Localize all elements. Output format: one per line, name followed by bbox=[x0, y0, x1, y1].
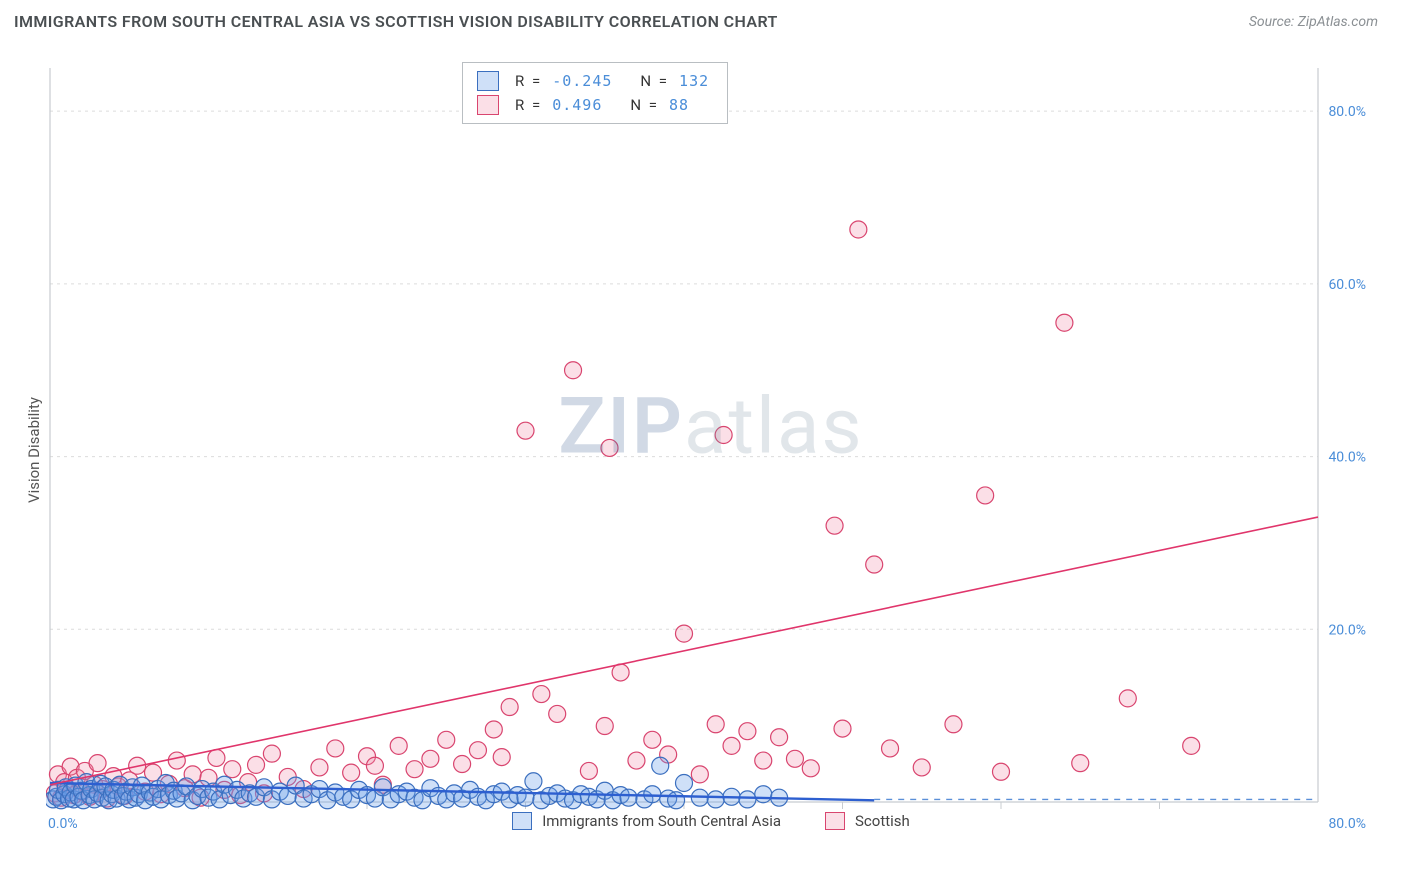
legend-item: Immigrants from South Central Asia bbox=[512, 812, 781, 830]
source-attribution: Source: ZipAtlas.com bbox=[1249, 14, 1378, 30]
y-axis-label: Vision Disability bbox=[25, 397, 43, 503]
stat-n-value: 132 bbox=[679, 69, 709, 93]
svg-text:60.0%: 60.0% bbox=[1328, 277, 1366, 293]
legend-swatch bbox=[512, 812, 532, 830]
svg-text:20.0%: 20.0% bbox=[1328, 622, 1366, 638]
stat-r-value: 0.496 bbox=[552, 93, 602, 117]
chart-title: IMMIGRANTS FROM SOUTH CENTRAL ASIA VS SC… bbox=[14, 12, 778, 31]
chart-area: Vision Disability 20.0%40.0%60.0%80.0%0.… bbox=[46, 60, 1376, 840]
stat-r-value: -0.245 bbox=[552, 69, 612, 93]
source-link[interactable]: ZipAtlas.com bbox=[1298, 14, 1378, 30]
legend-item: Scottish bbox=[825, 812, 910, 830]
legend-swatch bbox=[477, 71, 499, 91]
stats-row: R = 0.496 N = 88 bbox=[477, 93, 709, 117]
legend-label: Scottish bbox=[855, 812, 910, 830]
stat-n-value: 88 bbox=[669, 93, 689, 117]
stat-r-label: R = bbox=[515, 93, 542, 117]
scatter-plot-svg: 20.0%40.0%60.0%80.0%0.0%80.0% bbox=[46, 60, 1376, 840]
stats-row: R = -0.245 N = 132 bbox=[477, 69, 709, 93]
bottom-legend: Immigrants from South Central Asia Scotti… bbox=[46, 812, 1376, 830]
svg-text:80.0%: 80.0% bbox=[1328, 104, 1366, 120]
source-prefix: Source: bbox=[1249, 14, 1298, 30]
stat-n-label: N = bbox=[630, 93, 659, 117]
legend-swatch bbox=[825, 812, 845, 830]
stats-legend-box: R = -0.245 N = 132 R = 0.496 N = 88 bbox=[462, 62, 728, 124]
stat-r-label: R = bbox=[515, 69, 542, 93]
stat-n-label: N = bbox=[640, 69, 669, 93]
svg-text:40.0%: 40.0% bbox=[1328, 450, 1366, 466]
chart-header: IMMIGRANTS FROM SOUTH CENTRAL ASIA VS SC… bbox=[0, 0, 1406, 39]
legend-swatch bbox=[477, 95, 499, 115]
legend-label: Immigrants from South Central Asia bbox=[542, 812, 781, 830]
